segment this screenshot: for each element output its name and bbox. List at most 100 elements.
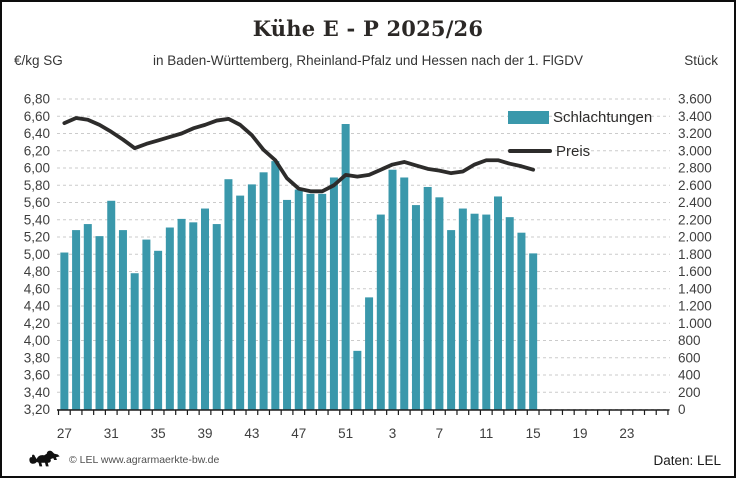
left-axis-unit-label: €/kg SG <box>14 53 63 68</box>
bar-week-35 <box>154 250 163 410</box>
bar-week-10 <box>470 213 479 410</box>
bar-week-43 <box>247 184 256 410</box>
svg-text:2.000: 2.000 <box>678 230 712 245</box>
bar-week-39 <box>201 208 209 410</box>
bar-week-12 <box>494 196 502 410</box>
x-axis-week-labels: 27 31 35 39 43 47 51 3 7 11 15 19 23 <box>57 426 635 441</box>
bar-week-36 <box>165 227 174 410</box>
svg-text:3,80: 3,80 <box>24 350 50 365</box>
svg-text:5,60: 5,60 <box>24 195 50 210</box>
data-source-text: Daten: LEL <box>653 452 721 468</box>
bar-week-2 <box>376 214 385 410</box>
svg-text:2.800: 2.800 <box>678 161 712 176</box>
svg-text:4,60: 4,60 <box>24 281 50 296</box>
bar-week-28 <box>72 230 81 410</box>
legend-label-schlachtungen: Schlachtungen <box>553 108 653 126</box>
svg-text:35: 35 <box>151 426 166 441</box>
svg-text:19: 19 <box>573 426 588 441</box>
bar-week-15 <box>529 253 538 410</box>
left-axis-tick-labels: 6,80 6,60 6,40 6,20 6,00 5,80 5,60 5,40 5,20 5,00… <box>24 92 50 418</box>
legend-label-preis: Preis <box>556 142 591 160</box>
svg-text:31: 31 <box>104 426 119 441</box>
svg-text:5,00: 5,00 <box>24 247 50 262</box>
svg-text:39: 39 <box>197 426 212 441</box>
svg-text:27: 27 <box>57 426 72 441</box>
svg-text:7: 7 <box>436 426 444 441</box>
bar-week-32 <box>118 230 127 410</box>
svg-text:43: 43 <box>244 426 259 441</box>
svg-text:3: 3 <box>389 426 397 441</box>
bar-week-5 <box>411 205 420 410</box>
svg-text:3.600: 3.600 <box>678 92 712 107</box>
schlachtungen-swatch <box>508 110 549 124</box>
bar-week-38 <box>189 222 198 410</box>
svg-text:3.200: 3.200 <box>678 126 712 141</box>
svg-text:2.200: 2.200 <box>678 212 712 227</box>
copyright-text: © LEL www.agrarmaerkte-bw.de <box>69 454 220 466</box>
legend-item-schlachtungen: Schlachtungen <box>508 105 652 129</box>
svg-text:1.600: 1.600 <box>678 264 712 279</box>
svg-text:0: 0 <box>678 402 686 417</box>
svg-text:6,60: 6,60 <box>24 109 50 124</box>
bar-week-51 <box>341 124 350 410</box>
bar-week-42 <box>236 195 245 410</box>
svg-text:6,80: 6,80 <box>24 92 50 107</box>
legend-item-preis: Preis <box>508 139 652 163</box>
svg-text:23: 23 <box>619 426 634 441</box>
bar-week-34 <box>142 239 151 410</box>
bar-week-45 <box>271 161 280 410</box>
x-axis <box>57 409 670 415</box>
bar-week-30 <box>95 236 104 410</box>
right-axis-tick-labels: 3.600 3.400 3.200 3.000 2.800 2.600 2.400 2.200… <box>678 92 712 418</box>
bar-week-46 <box>283 199 292 410</box>
bar-week-11 <box>482 214 491 410</box>
svg-text:2.400: 2.400 <box>678 195 712 210</box>
bar-week-31 <box>107 200 116 410</box>
svg-text:200: 200 <box>678 385 701 400</box>
svg-text:4,40: 4,40 <box>24 299 50 314</box>
bar-week-9 <box>458 208 467 410</box>
preis-line-swatch <box>508 149 552 153</box>
svg-text:6,40: 6,40 <box>24 126 50 141</box>
bar-week-44 <box>259 172 268 410</box>
bar-week-8 <box>447 230 456 410</box>
svg-text:6,20: 6,20 <box>24 143 50 158</box>
bar-week-41 <box>224 179 233 410</box>
svg-text:11: 11 <box>479 426 493 441</box>
schlachtungen-bars <box>60 124 538 410</box>
svg-text:1.000: 1.000 <box>678 316 712 331</box>
svg-text:1.800: 1.800 <box>678 247 712 262</box>
bar-week-7 <box>435 197 444 410</box>
svg-text:3.400: 3.400 <box>678 109 712 124</box>
bar-week-49 <box>318 193 327 410</box>
svg-text:15: 15 <box>526 426 541 441</box>
footer: © LEL www.agrarmaerkte-bw.de Daten: LEL <box>28 449 721 471</box>
svg-text:5,20: 5,20 <box>24 230 50 245</box>
bar-week-48 <box>306 193 315 410</box>
svg-text:3,40: 3,40 <box>24 385 50 400</box>
chart-subtitle: in Baden-Württemberg, Rheinland-Pfalz un… <box>153 53 583 68</box>
bar-week-47 <box>294 189 303 410</box>
bar-week-50 <box>329 177 338 410</box>
svg-text:4,80: 4,80 <box>24 264 50 279</box>
bar-week-1 <box>365 297 374 410</box>
bar-week-40 <box>212 224 221 410</box>
bar-week-4 <box>400 177 409 410</box>
svg-text:4,00: 4,00 <box>24 333 50 348</box>
bar-week-33 <box>130 273 139 410</box>
right-axis-unit-label: Stück <box>684 53 718 68</box>
bar-week-27 <box>60 252 69 410</box>
svg-text:3,20: 3,20 <box>24 402 50 417</box>
preis-line <box>62 116 536 194</box>
bar-week-13 <box>505 217 514 410</box>
legend: Schlachtungen Preis <box>508 105 652 163</box>
bar-week-52 <box>353 350 362 410</box>
svg-text:2.600: 2.600 <box>678 178 712 193</box>
svg-text:4,20: 4,20 <box>24 316 50 331</box>
svg-text:3,60: 3,60 <box>24 368 50 383</box>
svg-text:1.400: 1.400 <box>678 281 712 296</box>
bar-week-3 <box>388 169 397 410</box>
bar-week-6 <box>423 186 432 410</box>
